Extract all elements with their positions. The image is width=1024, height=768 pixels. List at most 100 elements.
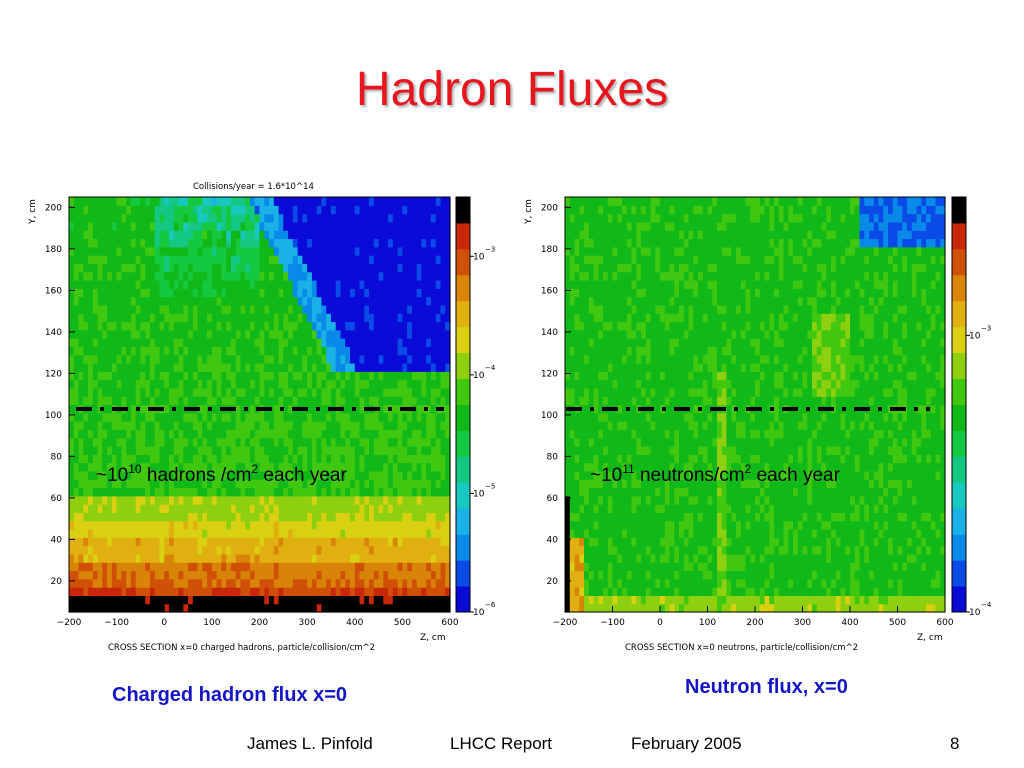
heatmap-cell xyxy=(154,603,161,613)
heatmap-cell xyxy=(645,280,652,289)
heatmap-cell xyxy=(97,429,103,439)
heatmap-cell xyxy=(150,230,156,240)
heatmap-cell xyxy=(111,487,118,497)
heatmap-cell xyxy=(192,338,199,347)
heatmap-cell xyxy=(140,271,146,281)
heatmap-cell xyxy=(145,263,151,273)
heatmap-cell xyxy=(216,263,222,273)
heatmap-cell xyxy=(593,396,599,406)
heatmap-cell xyxy=(140,304,146,314)
heatmap-cell xyxy=(612,529,618,538)
heatmap-cell xyxy=(250,570,256,580)
heatmap-cell xyxy=(221,197,227,206)
heatmap-cell xyxy=(78,346,84,356)
heatmap-cell xyxy=(645,421,652,430)
heatmap-cell xyxy=(188,197,194,206)
heatmap-cell xyxy=(565,446,571,455)
heatmap-cell xyxy=(216,454,222,464)
heatmap-cell xyxy=(264,512,270,522)
heatmap-cell xyxy=(97,421,103,430)
heatmap-cell xyxy=(254,371,261,381)
heatmap-cell xyxy=(612,454,618,464)
heatmap-cell xyxy=(130,288,137,298)
heatmap-cell xyxy=(121,346,127,356)
heatmap-cell xyxy=(235,329,242,339)
heatmap-cell xyxy=(588,495,595,505)
heatmap-cell xyxy=(626,230,633,240)
heatmap-cell xyxy=(645,429,652,439)
heatmap-cell xyxy=(135,354,142,364)
heatmap-cell xyxy=(579,570,585,580)
heatmap-cell xyxy=(107,271,113,281)
heatmap-cell xyxy=(569,504,576,513)
heatmap-cell xyxy=(641,437,647,447)
heatmap-cell xyxy=(641,553,647,563)
heatmap-cell xyxy=(188,495,194,505)
heatmap-cell xyxy=(88,387,94,397)
heatmap-cell xyxy=(235,479,242,489)
heatmap-cell xyxy=(154,346,161,356)
heatmap-cell xyxy=(221,221,227,231)
heatmap-cell xyxy=(154,288,161,298)
heatmap-cell xyxy=(216,213,222,223)
heatmap-cell xyxy=(92,329,99,339)
heatmap-cell xyxy=(593,545,599,555)
heatmap-cell xyxy=(202,338,208,347)
heatmap-cell xyxy=(145,313,151,323)
heatmap-cell xyxy=(202,255,208,264)
heatmap-cell xyxy=(588,363,595,372)
heatmap-cell xyxy=(197,529,203,538)
heatmap-cell xyxy=(641,338,647,347)
heatmap-cell xyxy=(641,595,647,605)
heatmap-cell xyxy=(250,396,256,406)
heatmap-cell xyxy=(216,529,222,538)
heatmap-cell xyxy=(607,329,614,339)
heatmap-cell xyxy=(140,313,146,323)
heatmap-cell xyxy=(598,296,604,306)
heatmap-cell xyxy=(107,512,113,522)
heatmap-cell xyxy=(102,280,108,289)
heatmap-cell xyxy=(622,296,628,306)
heatmap-cell xyxy=(250,537,256,547)
heatmap-cell xyxy=(574,230,580,240)
heatmap-cell xyxy=(83,446,89,455)
heatmap-cell xyxy=(588,271,595,281)
heatmap-cell xyxy=(107,529,113,538)
heatmap-cell xyxy=(569,412,576,422)
heatmap-cell xyxy=(183,504,189,513)
heatmap-cell xyxy=(211,396,218,406)
heatmap-cell xyxy=(140,504,146,513)
heatmap-cell xyxy=(641,288,647,298)
heatmap-cell xyxy=(116,304,122,314)
heatmap-cell xyxy=(83,221,89,231)
heatmap-cell xyxy=(626,553,633,563)
heatmap-cell xyxy=(636,454,642,464)
heatmap-cell xyxy=(116,238,122,248)
heatmap-cell xyxy=(197,338,203,347)
heatmap-cell xyxy=(173,495,180,505)
heatmap-cell xyxy=(197,230,203,240)
heatmap-cell xyxy=(121,446,127,455)
heatmap-cell xyxy=(607,529,614,538)
heatmap-cell xyxy=(588,313,595,323)
heatmap-cell xyxy=(130,338,137,347)
heatmap-cell xyxy=(230,454,237,464)
heatmap-cell xyxy=(140,446,146,455)
heatmap-cell xyxy=(211,271,218,281)
heatmap-cell xyxy=(197,255,203,264)
heatmap-cell xyxy=(111,570,118,580)
heatmap-cell xyxy=(230,487,237,497)
heatmap-cell xyxy=(584,221,590,231)
heatmap-cell xyxy=(235,587,242,596)
heatmap-cell xyxy=(178,346,184,356)
heatmap-cell xyxy=(69,205,75,215)
heatmap-cell xyxy=(130,354,137,364)
heatmap-cell xyxy=(164,329,170,339)
heatmap-cell xyxy=(140,338,146,347)
heatmap-cell xyxy=(116,470,122,480)
heatmap-cell xyxy=(197,238,203,248)
heatmap-cell xyxy=(207,412,213,422)
heatmap-cell xyxy=(240,529,246,538)
heatmap-cell xyxy=(593,512,599,522)
heatmap-cell xyxy=(245,446,251,455)
